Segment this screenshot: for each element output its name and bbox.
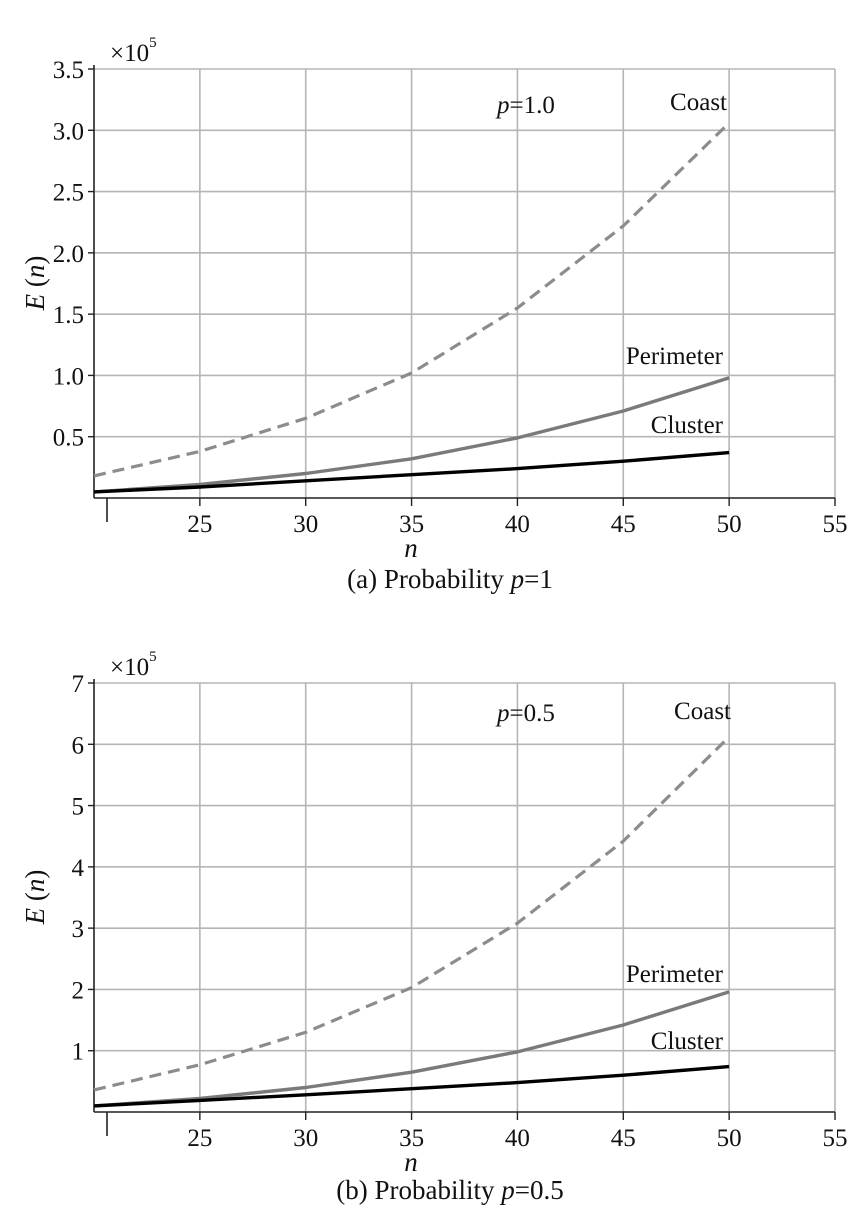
y-axis-title: E (n) — [20, 256, 50, 312]
y-tick-label: 6 — [72, 732, 85, 759]
x-axis-title: n — [404, 533, 418, 563]
chart-a-svg: 25 30 35 40 45 50 55 0.5 1.0 1.5 2.0 2.5 3.0 3.5 ×105 C… — [20, 35, 848, 594]
chart-panel-a: 25 30 35 40 45 50 55 0.5 1.0 1.5 2.0 2.5 3.0 3.5 ×105 C… — [20, 35, 848, 594]
x-tick-label: 30 — [293, 1125, 318, 1152]
y-tick-label: 4 — [72, 855, 85, 882]
chart-panel-b: 25 30 35 40 45 50 55 1 2 3 4 5 6 7 ×105 Coast Perimeter C… — [0, 607, 868, 1213]
series-line-perimeter — [93, 376, 730, 494]
y-multiplier-label: ×105 — [110, 649, 157, 681]
y-tick-label: 3 — [72, 916, 85, 943]
chart-b-svg: 25 30 35 40 45 50 551234567×105CoastPerimeterC… — [20, 649, 848, 1205]
series-line-coast — [93, 121, 731, 478]
x-axis-title: n — [404, 1147, 418, 1177]
x-tick-label: 45 — [611, 511, 636, 538]
series-label-cluster: Cluster — [651, 412, 724, 439]
series-line-coast — [93, 735, 731, 1092]
y-tick-label: 2 — [72, 977, 85, 1004]
series-line-cluster — [93, 450, 730, 494]
x-tick-label: 35 — [399, 511, 424, 538]
chart-caption: (b) Probability p=0.5 — [336, 1175, 563, 1205]
y-tick-label: 5 — [72, 794, 85, 821]
series-line-cluster — [93, 1064, 730, 1108]
y-axis-title: E (n) — [20, 870, 50, 926]
x-tick-label: 40 — [505, 1125, 530, 1152]
y-tick-label: 1.0 — [53, 363, 84, 390]
y-tick-label: 2.5 — [53, 180, 84, 207]
y-tick-label: 7 — [72, 671, 85, 698]
y-tick-label: 2.0 — [53, 241, 84, 268]
series-label-coast: Coast — [674, 698, 731, 725]
y-tick-label: 1.5 — [53, 302, 84, 329]
x-tick-label: 50 — [717, 511, 742, 538]
x-tick-label: 40 — [505, 511, 530, 538]
probability-annotation: p=0.5 — [495, 700, 555, 727]
y-tick-label: 3.0 — [53, 118, 84, 145]
series-label-coast: Coast — [670, 89, 727, 116]
y-tick-label: 0.5 — [53, 425, 84, 452]
x-tick-label: 30 — [293, 511, 318, 538]
x-tick-label: 55 — [823, 1125, 848, 1152]
y-tick-label: 1 — [72, 1039, 85, 1066]
x-tick-label: 35 — [399, 1125, 424, 1152]
x-tick-label: 55 — [823, 511, 848, 538]
series-label-perimeter: Perimeter — [626, 961, 724, 988]
x-tick-label: 25 — [187, 511, 212, 538]
series-label-cluster: Cluster — [651, 1028, 724, 1055]
chart-caption: (a) Probability p=1 — [347, 564, 553, 594]
x-tick-label: 45 — [611, 1125, 636, 1152]
x-tick-label: 50 — [717, 1125, 742, 1152]
series-label-perimeter: Perimeter — [626, 343, 724, 370]
y-tick-label: 3.5 — [53, 57, 84, 84]
y-multiplier-label: ×105 — [110, 35, 157, 67]
series-line-perimeter — [93, 990, 730, 1108]
x-tick-label: 25 — [187, 1125, 212, 1152]
probability-annotation: p=1.0 — [495, 92, 555, 119]
